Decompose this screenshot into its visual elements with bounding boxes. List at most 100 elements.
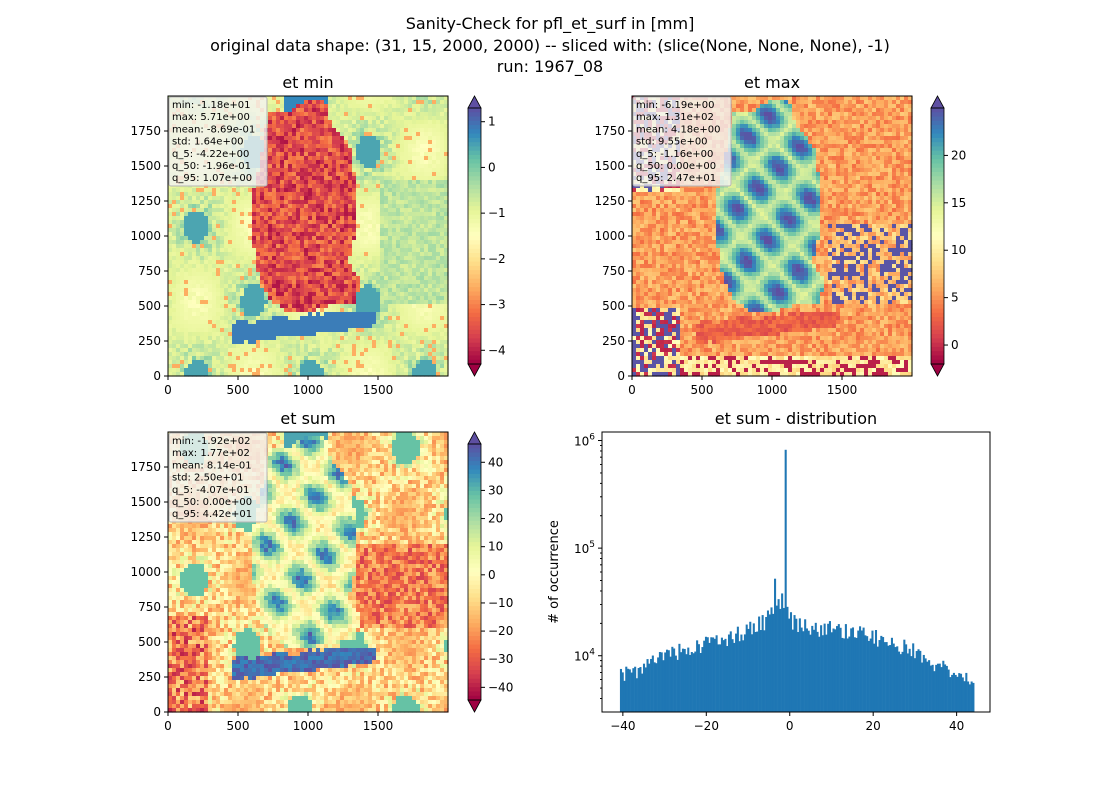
map-cell	[188, 228, 193, 233]
map-cell	[312, 312, 317, 317]
map-cell	[188, 364, 193, 369]
map-cell	[288, 228, 293, 233]
map-cell	[332, 104, 337, 109]
map-cell	[256, 348, 261, 353]
map-cell	[292, 120, 297, 125]
map-cell	[324, 132, 329, 137]
map-cell	[336, 364, 341, 369]
map-cell	[328, 120, 333, 125]
map-cell	[444, 208, 449, 213]
map-cell	[344, 316, 349, 321]
map-cell	[280, 360, 285, 365]
map-cell	[200, 256, 205, 261]
map-cell	[312, 308, 317, 313]
map-cell	[432, 336, 437, 341]
map-cell	[408, 200, 413, 205]
map-cell	[272, 100, 277, 105]
map-cell	[416, 104, 421, 109]
map-cell	[352, 352, 357, 357]
map-cell	[280, 288, 285, 293]
map-cell	[396, 180, 401, 185]
map-cell	[400, 300, 405, 305]
map-cell	[424, 260, 429, 265]
map-cell	[428, 200, 433, 205]
map-cell	[404, 340, 409, 345]
map-cell	[212, 308, 217, 313]
map-cell	[372, 280, 377, 285]
map-cell	[180, 276, 185, 281]
map-cell	[308, 320, 313, 325]
map-cell	[232, 332, 237, 337]
colorbar-segment	[468, 180, 481, 186]
map-cell	[248, 212, 253, 217]
map-cell	[428, 352, 433, 357]
map-cell	[332, 244, 337, 249]
map-cell	[252, 236, 257, 241]
map-cell	[392, 220, 397, 225]
map-cell	[344, 292, 349, 297]
map-cell	[408, 160, 413, 165]
map-cell	[324, 176, 329, 181]
map-cell	[260, 256, 265, 261]
map-cell	[432, 320, 437, 325]
map-cell	[288, 248, 293, 253]
map-cell	[248, 188, 253, 193]
map-cell	[352, 316, 357, 321]
map-cell	[328, 192, 333, 197]
map-cell	[316, 256, 321, 261]
map-cell	[372, 128, 377, 133]
map-cell	[432, 116, 437, 121]
map-cell	[432, 172, 437, 177]
map-cell	[292, 348, 297, 353]
map-cell	[296, 288, 301, 293]
map-cell	[428, 148, 433, 153]
map-cell	[400, 248, 405, 253]
map-cell	[404, 368, 409, 373]
map-cell	[356, 164, 361, 169]
map-cell	[312, 336, 317, 341]
map-cell	[280, 236, 285, 241]
map-cell	[284, 260, 289, 265]
map-cell	[168, 360, 173, 365]
map-cell	[416, 308, 421, 313]
map-cell	[352, 284, 357, 289]
map-cell	[444, 352, 449, 357]
map-cell	[308, 244, 313, 249]
map-cell	[284, 196, 289, 201]
map-cell	[280, 260, 285, 265]
map-cell	[180, 260, 185, 265]
map-cell	[412, 324, 417, 329]
map-cell	[284, 184, 289, 189]
map-cell	[224, 232, 229, 237]
colorbar-segment	[468, 231, 481, 237]
map-cell	[348, 156, 353, 161]
map-cell	[328, 176, 333, 181]
map-cell	[316, 312, 321, 317]
map-cell	[440, 268, 445, 273]
map-cell	[384, 336, 389, 341]
map-cell	[396, 228, 401, 233]
map-cell	[260, 268, 265, 273]
map-cell	[244, 220, 249, 225]
map-cell	[180, 268, 185, 273]
map-cell	[196, 312, 201, 317]
map-cell	[332, 176, 337, 181]
map-cell	[368, 104, 373, 109]
map-cell	[320, 128, 325, 133]
map-cell	[392, 356, 397, 361]
map-cell	[412, 248, 417, 253]
map-cell	[240, 260, 245, 265]
map-cell	[276, 100, 281, 105]
map-cell	[360, 356, 365, 361]
map-cell	[304, 220, 309, 225]
map-cell	[216, 360, 221, 365]
map-cell	[292, 208, 297, 213]
map-cell	[284, 176, 289, 181]
map-cell	[176, 328, 181, 333]
map-cell	[256, 224, 261, 229]
map-cell	[284, 276, 289, 281]
colorbar-segment	[468, 261, 481, 267]
map-cell	[412, 348, 417, 353]
map-cell	[444, 144, 449, 149]
map-cell	[272, 112, 277, 117]
